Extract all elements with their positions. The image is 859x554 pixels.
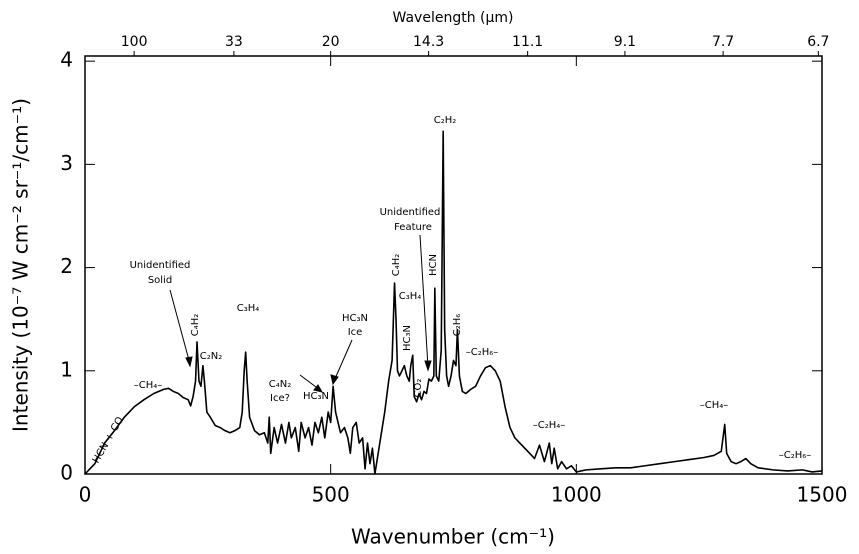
annotation: –C₂H₆–	[466, 347, 499, 358]
annotation: Ice?	[270, 393, 290, 404]
annotation: Solid	[148, 275, 172, 286]
annotation: C₃H₄	[399, 291, 422, 302]
y-tick-label: 2	[60, 254, 73, 278]
x2-tick-label: 7.7	[712, 34, 734, 50]
top-axis-title: Wavelength (μm)	[393, 10, 514, 26]
annotation: C₂H₆	[452, 314, 463, 337]
annotation: HCN	[428, 254, 439, 276]
x2-tick-label: 20	[322, 34, 340, 50]
x-axis-label: Wavenumber (cm⁻¹)	[351, 525, 555, 549]
annotation: –C₂H₄–	[533, 420, 566, 431]
x-tick-label: 1500	[797, 483, 848, 507]
annotation: Unidentified	[380, 207, 441, 218]
annotation: C₂H₂	[434, 115, 457, 126]
x2-tick-label: 14.3	[413, 34, 444, 50]
annotation: –CH₄–	[700, 400, 729, 411]
plot-frame	[84, 55, 823, 475]
annotation: C₄N₂	[269, 379, 291, 390]
arrowhead	[313, 384, 324, 393]
annotation: C₃H₄	[237, 303, 260, 314]
y-axis-label: Intensity (10⁻⁷ W cm⁻² sr⁻¹/cm⁻¹)	[9, 98, 33, 432]
arrow	[169, 289, 191, 365]
annotation: HC₃N	[402, 325, 413, 351]
annotation: Unidentified	[130, 260, 191, 271]
arrow	[419, 234, 429, 368]
annotation: C₂N₂	[200, 351, 222, 362]
y-tick-label: 4	[60, 48, 73, 72]
annotation: –CH₄–	[134, 380, 163, 391]
annotations: HCN + CO –CH₄– Unidentified Solid C₄H₂ C…	[91, 115, 811, 465]
x-tick-label: 500	[312, 483, 350, 507]
x2-tick-label: 11.1	[512, 34, 543, 50]
x2-tick-label: 33	[225, 34, 243, 50]
x-tick-label: 1000	[551, 483, 602, 507]
annotation: HC₃N	[342, 313, 368, 324]
x2-tick-label: 6.7	[807, 34, 829, 50]
arrows	[169, 234, 432, 393]
arrowhead	[424, 360, 432, 372]
spectrum-line	[84, 130, 823, 475]
annotation: –C₂H₆–	[779, 450, 812, 461]
annotation: Feature	[394, 222, 432, 233]
x2-tick-label: 9.1	[614, 34, 636, 50]
annotation: C₄H₂	[190, 314, 201, 337]
arrow	[333, 339, 353, 382]
arrowhead	[185, 356, 193, 368]
annotation: CO₂	[413, 379, 424, 398]
arrowhead	[330, 374, 339, 386]
y-tick-label: 1	[60, 357, 73, 381]
annotation: Ice	[348, 327, 363, 338]
x2-tick-label: 100	[121, 34, 148, 50]
annotation: C₄H₂	[391, 254, 402, 277]
y-tick-label: 3	[60, 151, 73, 175]
y-tick-label: 0	[60, 461, 73, 485]
annotation: HC₃N	[303, 391, 329, 402]
x-tick-label: 0	[79, 483, 92, 507]
